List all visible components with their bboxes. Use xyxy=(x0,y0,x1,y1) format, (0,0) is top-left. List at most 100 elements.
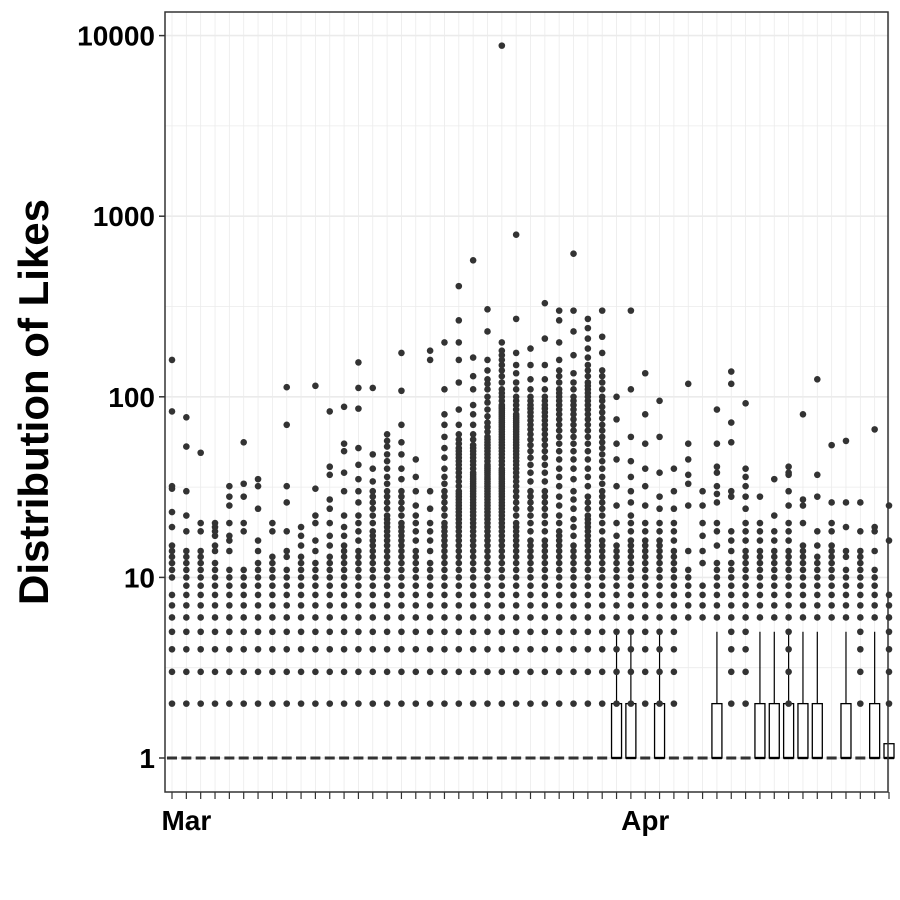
outlier-point xyxy=(441,487,448,495)
outlier-point xyxy=(555,519,563,527)
outlier-point xyxy=(226,602,233,609)
outlier-point xyxy=(598,505,606,513)
outlier-point xyxy=(369,645,377,653)
outlier-point xyxy=(713,469,721,476)
outlier-point xyxy=(441,566,448,574)
outlier-point xyxy=(742,628,749,636)
outlier-point xyxy=(742,645,749,653)
outlier-point xyxy=(756,566,764,574)
outlier-point xyxy=(656,591,663,599)
outlier-point xyxy=(670,487,678,495)
outlier-point xyxy=(297,591,305,599)
outlier-point xyxy=(283,547,291,555)
outlier-point xyxy=(484,602,491,609)
outlier-point xyxy=(355,602,362,609)
outlier-point xyxy=(426,582,434,589)
outlier-point xyxy=(355,519,362,527)
outlier-point xyxy=(627,566,635,574)
outlier-point xyxy=(785,527,792,535)
outlier-point xyxy=(670,668,678,676)
outlier-point xyxy=(312,574,319,581)
y-tick-label: 1 xyxy=(139,743,155,774)
outlier-point xyxy=(541,527,549,535)
outlier-point xyxy=(183,574,190,581)
outlier-point xyxy=(527,493,534,500)
outlier-point xyxy=(484,375,491,383)
outlier-point xyxy=(269,591,276,599)
outlier-point xyxy=(340,574,348,581)
outlier-point xyxy=(814,614,821,621)
outlier-point xyxy=(627,527,635,535)
outlier-point xyxy=(541,553,549,561)
outlier-point xyxy=(727,559,735,567)
outlier-point xyxy=(340,668,348,676)
outlier-point xyxy=(770,566,778,574)
outlier-point xyxy=(598,668,606,676)
outlier-point xyxy=(426,566,434,574)
outlier-point xyxy=(713,463,721,471)
outlier-point xyxy=(555,386,563,393)
outlier-point xyxy=(570,465,577,472)
outlier-point xyxy=(857,668,864,676)
outlier-point xyxy=(484,306,491,313)
outlier-point xyxy=(254,628,262,636)
outlier-point xyxy=(498,386,506,393)
outlier-point xyxy=(455,421,463,429)
outlier-point xyxy=(541,559,549,567)
outlier-point xyxy=(871,582,878,589)
outlier-point xyxy=(183,566,190,574)
outlier-point xyxy=(756,537,764,544)
outlier-point xyxy=(598,591,606,599)
outlier-point xyxy=(570,553,577,561)
outlier-point xyxy=(484,537,491,544)
outlier-point xyxy=(713,542,721,549)
outlier-point xyxy=(627,512,635,519)
outlier-point xyxy=(254,505,262,513)
outlier-point xyxy=(799,559,807,567)
outlier-point xyxy=(312,602,319,609)
outlier-point xyxy=(512,547,520,555)
outlier-point xyxy=(527,566,534,574)
outlier-point xyxy=(885,700,893,707)
outlier-point xyxy=(484,542,491,549)
outlier-point xyxy=(398,438,405,446)
outlier-point xyxy=(369,700,377,707)
outlier-point xyxy=(598,499,606,506)
outlier-point xyxy=(699,559,706,567)
outlier-point xyxy=(269,602,276,609)
outlier-point xyxy=(541,537,549,544)
outlier-point xyxy=(555,537,563,544)
outlier-point xyxy=(785,502,792,509)
outlier-point xyxy=(412,574,420,581)
outlier-point xyxy=(455,700,463,707)
outlier-point xyxy=(584,416,592,423)
outlier-point xyxy=(498,574,506,581)
outlier-point xyxy=(383,614,391,621)
outlier-point xyxy=(527,436,534,443)
outlier-point xyxy=(168,542,176,549)
box-body xyxy=(768,702,780,759)
outlier-point xyxy=(570,456,577,463)
outlier-point xyxy=(369,499,377,506)
outlier-point xyxy=(297,645,305,653)
outlier-point xyxy=(455,566,463,574)
outlier-point xyxy=(283,614,291,621)
outlier-point xyxy=(670,566,678,574)
outlier-point xyxy=(555,456,563,463)
outlier-point xyxy=(226,628,233,636)
outlier-point xyxy=(183,591,190,599)
outlier-point xyxy=(398,349,405,357)
outlier-point xyxy=(613,668,620,676)
outlier-point xyxy=(598,602,606,609)
outlier-point xyxy=(355,591,362,599)
outlier-point xyxy=(570,628,577,636)
outlier-point xyxy=(570,250,577,257)
outlier-point xyxy=(541,469,549,476)
outlier-point xyxy=(512,542,520,549)
outlier-point xyxy=(240,519,247,527)
outlier-point xyxy=(613,393,620,401)
outlier-point xyxy=(684,440,692,447)
outlier-point xyxy=(570,602,577,609)
outlier-point xyxy=(727,645,735,653)
